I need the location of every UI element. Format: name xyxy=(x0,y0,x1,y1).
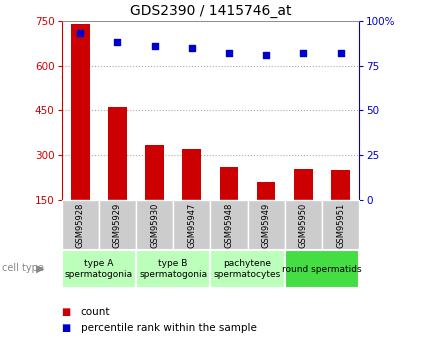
Bar xyxy=(220,167,238,200)
Point xyxy=(300,50,307,56)
Text: GSM95950: GSM95950 xyxy=(299,203,308,248)
Text: count: count xyxy=(81,307,110,317)
Text: ■: ■ xyxy=(62,324,71,333)
Bar xyxy=(285,200,322,250)
Text: GSM95947: GSM95947 xyxy=(187,203,196,248)
Bar xyxy=(99,200,136,250)
Bar xyxy=(322,200,359,250)
Bar xyxy=(182,149,201,200)
Text: pachytene
spermatocytes: pachytene spermatocytes xyxy=(214,259,281,279)
Text: GSM95951: GSM95951 xyxy=(336,203,345,248)
Text: percentile rank within the sample: percentile rank within the sample xyxy=(81,324,257,333)
Point xyxy=(188,45,195,50)
Bar xyxy=(136,250,210,288)
Bar xyxy=(210,250,285,288)
Text: cell type: cell type xyxy=(2,264,44,273)
Bar xyxy=(71,24,90,200)
Text: GSM95949: GSM95949 xyxy=(262,203,271,248)
Text: type B
spermatogonia: type B spermatogonia xyxy=(139,259,207,279)
Bar xyxy=(285,250,359,288)
Bar xyxy=(257,182,275,200)
Text: GSM95948: GSM95948 xyxy=(224,203,233,248)
Text: GSM95930: GSM95930 xyxy=(150,203,159,248)
Point xyxy=(263,52,269,58)
Text: ▶: ▶ xyxy=(36,264,45,273)
Bar xyxy=(62,250,136,288)
Text: round spermatids: round spermatids xyxy=(282,265,362,274)
Point xyxy=(337,50,344,56)
Bar xyxy=(294,169,313,200)
Bar xyxy=(210,200,247,250)
Point xyxy=(77,30,84,36)
Bar xyxy=(247,200,285,250)
Bar xyxy=(173,200,210,250)
Point xyxy=(151,43,158,49)
Text: GSM95929: GSM95929 xyxy=(113,203,122,248)
Bar xyxy=(108,107,127,200)
Bar xyxy=(331,170,350,200)
Point xyxy=(226,50,232,56)
Bar xyxy=(145,145,164,200)
Text: ■: ■ xyxy=(62,307,71,317)
Bar xyxy=(62,200,99,250)
Point xyxy=(114,39,121,45)
Text: GSM95928: GSM95928 xyxy=(76,203,85,248)
Bar xyxy=(136,200,173,250)
Text: type A
spermatogonia: type A spermatogonia xyxy=(65,259,133,279)
Title: GDS2390 / 1415746_at: GDS2390 / 1415746_at xyxy=(130,4,291,18)
